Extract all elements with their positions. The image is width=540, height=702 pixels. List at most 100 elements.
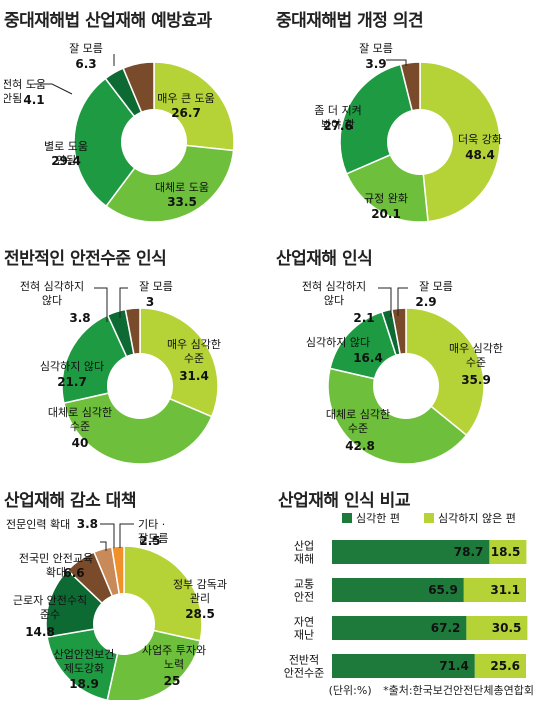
bar-value-label: 67.2 xyxy=(431,621,461,635)
legend-swatch-not-severe xyxy=(424,513,434,523)
chart-panel-4: 산업재해 인식 매우 심각한 수준 35.9 대체로 심각한 수준 42.8 심각하… xyxy=(276,244,538,466)
slice-label: 매우 큰 도움 xyxy=(157,92,215,105)
chart-title-1: 중대재해법 산업재해 예방효과 xyxy=(4,11,212,31)
slice-value: 28.5 xyxy=(185,607,215,621)
slice-label: 별로 도움 안됨 xyxy=(44,140,88,167)
bar-value-label: 31.1 xyxy=(490,583,520,597)
bar-value-label: 65.9 xyxy=(428,583,458,597)
slice-value: 2.5 xyxy=(139,534,160,548)
bar-segment-not-severe xyxy=(489,540,527,564)
bar-value-label: 25.6 xyxy=(490,659,520,673)
slice-value: 26.7 xyxy=(171,106,201,120)
slice-value: 35.9 xyxy=(461,373,491,387)
category-label: 산업 재해 xyxy=(294,540,314,566)
donut-chart-4: 매우 심각한 수준 35.9 대체로 심각한 수준 42.8 심각하지 않다 16.… xyxy=(302,279,503,465)
chart-panel-2: 중대재해법 개정 의견 더욱 강화 48.4 규정 완화 20.1 좀 더 지켜… xyxy=(276,6,538,238)
pie-slice-3 xyxy=(73,77,155,208)
chart-panel-3: 전반적인 안전수준 인식 매우 심각한 수준 31.4 대체로 심각한 수준 40 … xyxy=(4,244,266,466)
slice-value: 16.4 xyxy=(353,351,383,365)
slice-label: 잘 모름 xyxy=(139,280,173,293)
chart-footer: (단위:%) *출처:한국보건안전단체총연합회 xyxy=(321,682,534,698)
bar-value-label: 30.5 xyxy=(492,621,522,635)
slice-label: 매우 심각한 수준 xyxy=(449,342,503,369)
slice-value: 3.9 xyxy=(365,57,386,71)
source-note: *출처:한국보건안전단체총연합회 xyxy=(383,684,534,697)
slice-value: 3 xyxy=(146,295,154,309)
legend-label-not-severe: 심각하지 않은 편 xyxy=(438,511,516,525)
slice-value: 6.3 xyxy=(75,57,96,71)
slice-label: 심각하지 않다 xyxy=(306,335,370,349)
slice-label: 심각하지 않다 xyxy=(40,359,104,373)
category-label: 자연 재난 xyxy=(294,616,314,642)
slice-value: 3.8 xyxy=(69,311,90,325)
slice-value: 2.1 xyxy=(353,311,374,325)
bar-segment-not-severe xyxy=(474,654,526,678)
bar-segment-severe xyxy=(332,540,490,564)
slice-value: 48.4 xyxy=(465,148,495,162)
chart-title-3: 전반적인 안전수준 인식 xyxy=(4,249,167,269)
stacked-bar-chart: 심각한 편 심각하지 않은 편 산업 재해 78.7 18.5 교통 안전 65.9 31.1… xyxy=(284,511,528,680)
bar-value-label: 18.5 xyxy=(491,545,521,559)
slice-label: 대체로 심각한 수준 xyxy=(48,406,112,433)
slice-value: 27.6 xyxy=(323,119,353,133)
slice-label: 대체로 도움 xyxy=(155,181,209,194)
slice-label: 전혀 심각하지 않다 xyxy=(20,279,84,307)
donut-chart-3: 매우 심각한 수준 31.4 대체로 심각한 수준 40 심각하지 않다 21.7 … xyxy=(20,279,221,465)
bar-segment-severe xyxy=(332,616,467,640)
slice-value: 14.8 xyxy=(25,625,55,639)
slice-value: 18.9 xyxy=(69,677,99,691)
pie-slice-1 xyxy=(419,61,501,223)
slice-value: 2.9 xyxy=(415,295,436,309)
slice-value: 31.4 xyxy=(179,369,209,383)
slice-value: 33.5 xyxy=(167,195,197,209)
bar-value-label: 78.7 xyxy=(454,545,484,559)
chart-title-6: 산업재해 인식 비교 xyxy=(278,491,410,511)
chart-title-2: 중대재해법 개정 의견 xyxy=(276,11,424,31)
slice-label: 사업주 투자와 노력 xyxy=(142,644,206,671)
slice-label: 정부 감독과 관리 xyxy=(173,578,227,605)
slice-value: 20.1 xyxy=(371,207,401,221)
slice-value: 6.6 xyxy=(63,566,84,580)
bar-segment-not-severe xyxy=(466,616,528,640)
donut-chart-2: 더욱 강화 48.4 규정 완화 20.1 좀 더 지켜 봐야 함 27.6 잘 … xyxy=(314,42,502,223)
slice-label: 전혀 도움 안됨 xyxy=(4,78,46,105)
donut-hole xyxy=(387,109,453,175)
slice-label: 전혀 심각하지 않다 xyxy=(302,279,366,307)
slice-label: 산업안전보건 제도강화 xyxy=(54,648,115,675)
legend-swatch-severe xyxy=(342,513,352,523)
legend-label-severe: 심각한 편 xyxy=(356,512,400,525)
chart-panel-5: 산업재해 감소 대책 정부 감독과 관리 28.5 사업주 투자와 노력 25 산업… xyxy=(4,486,266,700)
chart-panel-6: 산업재해 인식 비교 심각한 편 심각하지 않은 편 산업 재해 78.7 18.5 교… xyxy=(276,486,538,700)
unit-note: (단위:%) xyxy=(328,684,372,697)
bar-value-label: 71.4 xyxy=(439,659,469,673)
slice-value: 4.1 xyxy=(23,93,44,107)
slice-label: 더욱 강화 xyxy=(458,133,502,146)
pie-slice-2 xyxy=(105,141,235,223)
slice-value: 29.4 xyxy=(51,154,81,168)
slice-label: 매우 심각한 수준 xyxy=(167,338,221,365)
bar-segment-severe xyxy=(332,654,475,678)
slice-label: 전국민 안전교육 확대 xyxy=(19,552,93,579)
donut-chart-5: 정부 감독과 관리 28.5 사업주 투자와 노력 25 산업안전보건 제도강화 18… xyxy=(6,517,227,700)
slice-label: 좀 더 지켜 봐야 함 xyxy=(314,104,361,131)
slice-label: 기타 · 잘모름 xyxy=(138,518,168,545)
slice-value: 3.8 xyxy=(77,517,98,531)
chart-title-5: 산업재해 감소 대책 xyxy=(4,491,136,511)
slice-value: 40 xyxy=(72,436,89,450)
donut-hole xyxy=(93,593,155,655)
donut-hole xyxy=(373,353,439,419)
donut-hole xyxy=(121,109,187,175)
slice-label: 규정 완화 xyxy=(364,192,408,205)
category-label: 교통 안전 xyxy=(294,578,314,604)
slice-value: 42.8 xyxy=(345,439,375,453)
slice-label: 전문인력 확대 xyxy=(6,518,70,531)
slice-value: 25 xyxy=(164,674,181,688)
chart-panel-1: 중대재해법 산업재해 예방효과 매우 큰 도움 26.7 대체로 도움 33.5… xyxy=(4,6,266,238)
chart-title-4: 산업재해 인식 xyxy=(276,249,373,269)
pie-slice-1 xyxy=(405,307,485,437)
slice-label: 대체로 심각한 수준 xyxy=(326,408,390,435)
slice-value: 21.7 xyxy=(57,375,87,389)
slice-label: 잘 모름 xyxy=(419,280,453,293)
slice-label: 잘 모름 xyxy=(69,42,103,55)
bar-segment-severe xyxy=(332,578,464,602)
